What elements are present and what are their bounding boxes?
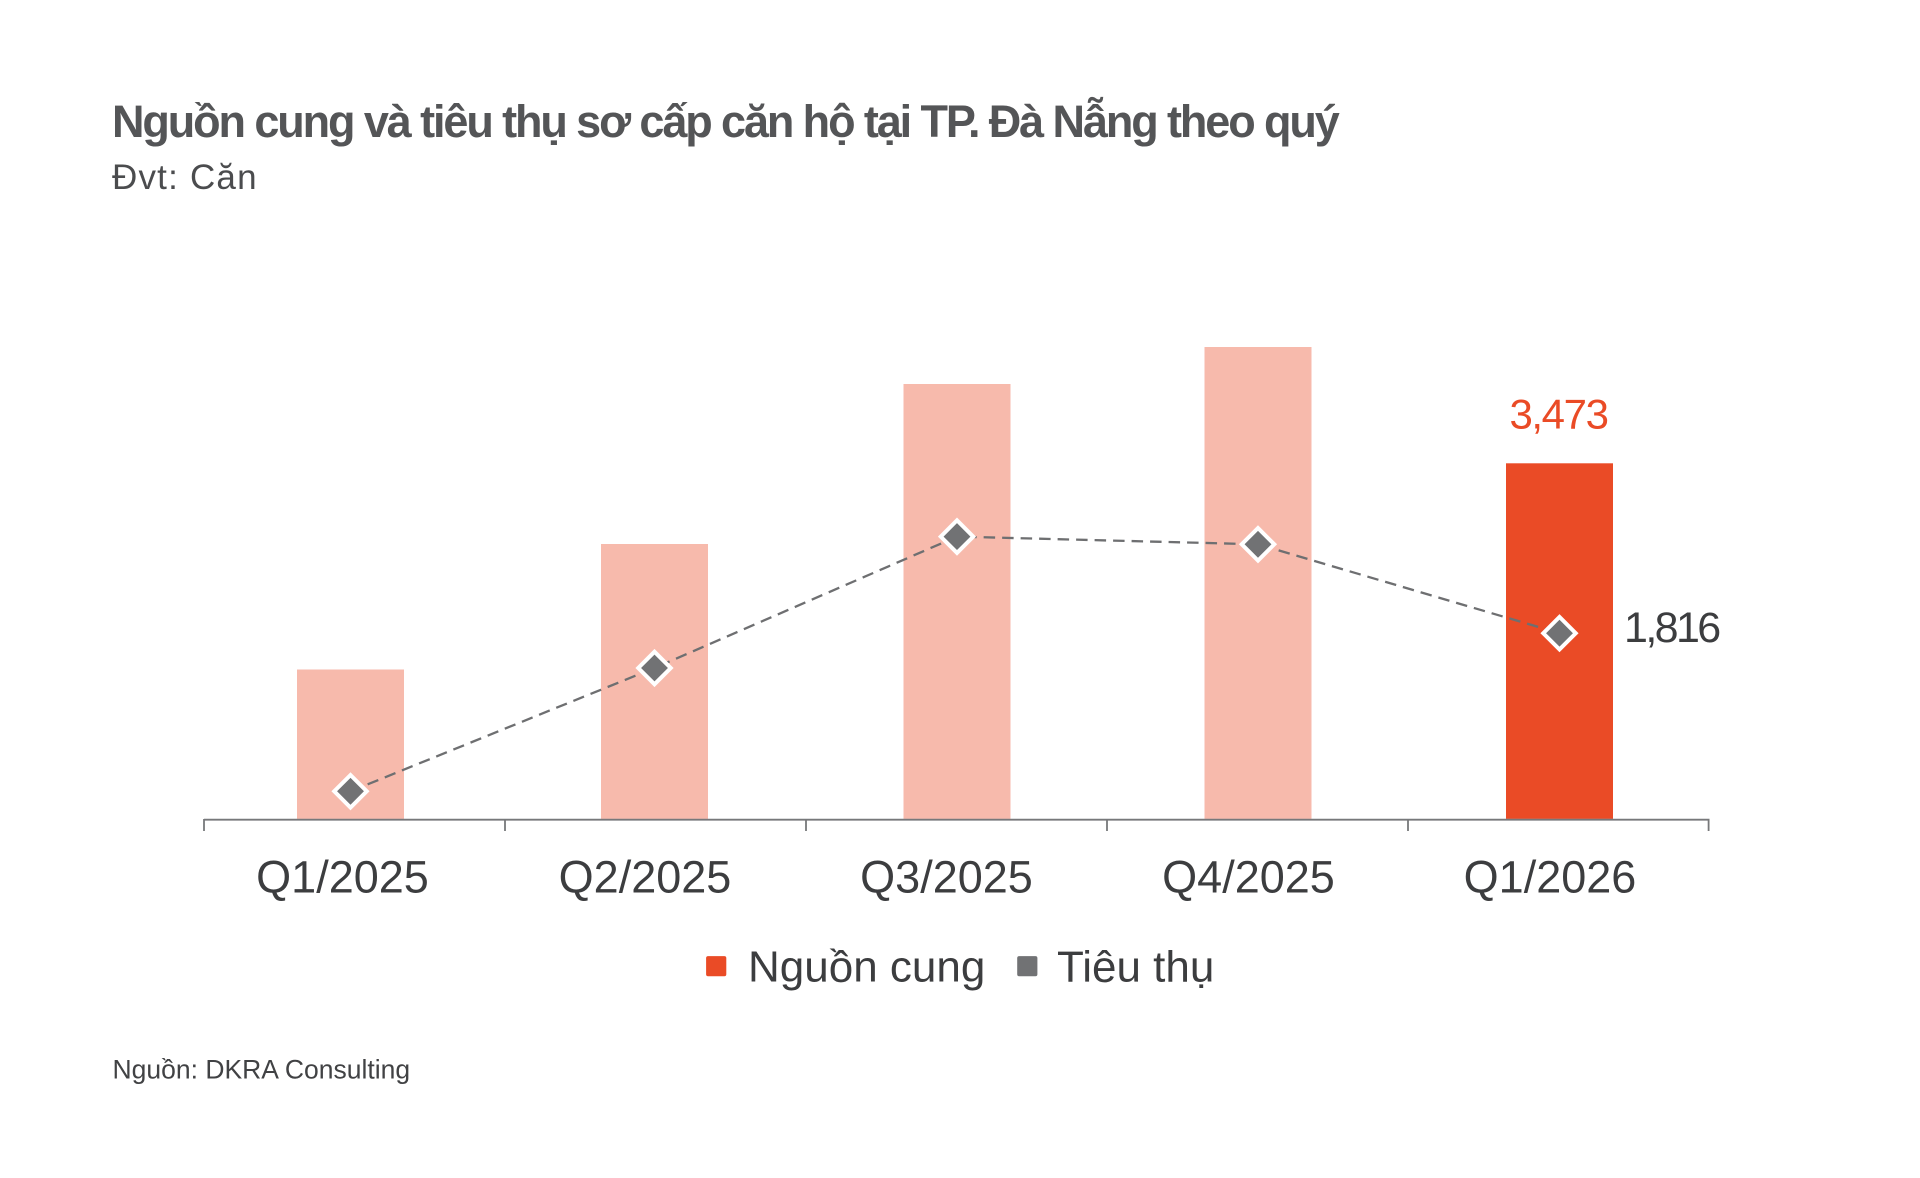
svg-text:Đvt: Căn: Đvt: Căn	[112, 158, 258, 197]
svg-text:Nguồn: DKRA Consulting: Nguồn: DKRA Consulting	[113, 1055, 411, 1085]
svg-text:Q1/2026: Q1/2026	[1464, 852, 1637, 903]
svg-text:Q2/2025: Q2/2025	[559, 852, 732, 903]
svg-text:Q4/2025: Q4/2025	[1162, 852, 1335, 903]
svg-text:3,473: 3,473	[1509, 391, 1607, 438]
svg-text:Tiêu thụ: Tiêu thụ	[1057, 943, 1214, 992]
svg-text:Q1/2025: Q1/2025	[256, 852, 429, 903]
svg-text:Q3/2025: Q3/2025	[860, 852, 1033, 903]
svg-text:1,816: 1,816	[1624, 604, 1720, 652]
svg-text:Nguồn cung và tiêu thụ sơ cấp: Nguồn cung và tiêu thụ sơ cấp căn hộ tại…	[112, 96, 1340, 147]
svg-text:Nguồn cung: Nguồn cung	[748, 943, 985, 992]
